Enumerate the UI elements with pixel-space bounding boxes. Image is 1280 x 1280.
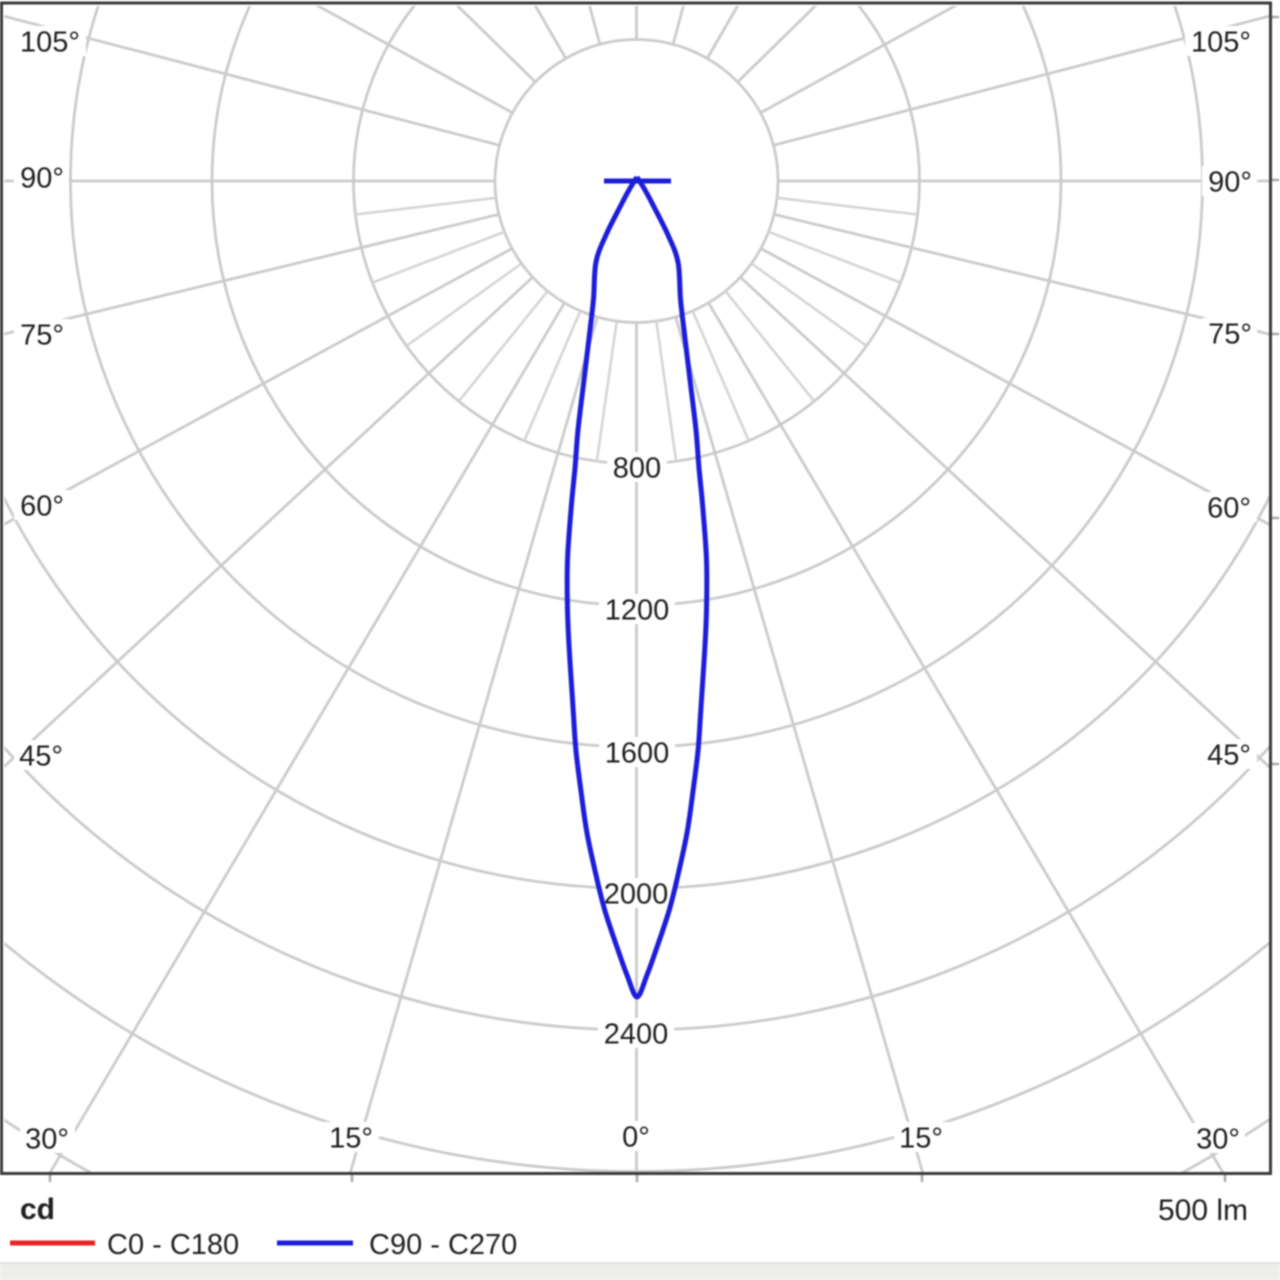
svg-text:C0 - C180: C0 - C180 <box>107 1229 239 1261</box>
svg-text:15°: 15° <box>329 1123 373 1155</box>
svg-text:45°: 45° <box>1207 740 1251 772</box>
svg-text:30°: 30° <box>1196 1124 1240 1156</box>
svg-text:60°: 60° <box>20 491 64 523</box>
svg-text:500 lm: 500 lm <box>1158 1194 1248 1227</box>
svg-text:C90 - C270: C90 - C270 <box>369 1229 517 1261</box>
svg-text:2000: 2000 <box>604 879 669 911</box>
svg-text:15°: 15° <box>899 1123 943 1155</box>
svg-text:1200: 1200 <box>605 595 670 627</box>
svg-text:75°: 75° <box>20 320 64 352</box>
svg-text:2400: 2400 <box>604 1019 669 1051</box>
svg-text:30°: 30° <box>25 1124 69 1156</box>
svg-text:60°: 60° <box>1207 493 1251 525</box>
svg-text:105°: 105° <box>1191 27 1251 59</box>
svg-text:105°: 105° <box>20 27 80 59</box>
svg-text:75°: 75° <box>1208 319 1252 351</box>
svg-text:cd: cd <box>20 1193 55 1226</box>
svg-text:800: 800 <box>613 453 661 485</box>
svg-text:90°: 90° <box>20 163 64 195</box>
svg-text:45°: 45° <box>19 741 63 773</box>
svg-text:90°: 90° <box>1208 167 1252 199</box>
svg-text:1600: 1600 <box>605 738 670 770</box>
svg-text:0°: 0° <box>622 1122 650 1154</box>
